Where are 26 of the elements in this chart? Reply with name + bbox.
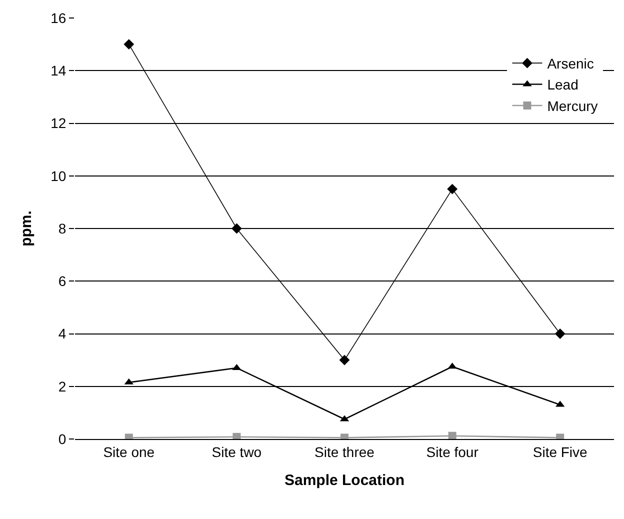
x-tick-label: Site four — [426, 444, 479, 460]
legend-label: Arsenic — [547, 56, 594, 72]
y-tick-label: 6 — [58, 273, 66, 290]
x-tick-label: Site Five — [532, 444, 588, 460]
x-tick-label: Site two — [212, 444, 262, 460]
y-tick-label: 16 — [50, 10, 66, 26]
point — [339, 354, 350, 366]
y-axis-title: ppm. — [18, 210, 35, 246]
y-tick-label: 8 — [58, 220, 66, 236]
y-tick-label: 0 — [58, 430, 66, 447]
point — [447, 184, 458, 194]
x-tick-label: Site three — [314, 444, 375, 460]
point — [448, 432, 456, 439]
y-tick-label: 10 — [50, 168, 66, 184]
point — [232, 432, 241, 439]
y-tick-label: 4 — [58, 326, 66, 342]
y-tick-label: 12 — [50, 115, 66, 132]
legend-label: Mercury — [547, 98, 598, 114]
legend-label: Lead — [547, 76, 578, 93]
point — [232, 223, 242, 234]
y-tick-label: 14 — [50, 62, 66, 79]
y-tick-label: 2 — [58, 378, 66, 394]
point — [554, 328, 566, 339]
x-axis-title: Sample Location — [284, 472, 405, 489]
point — [124, 39, 134, 50]
x-tick-label: Site one — [103, 444, 155, 460]
